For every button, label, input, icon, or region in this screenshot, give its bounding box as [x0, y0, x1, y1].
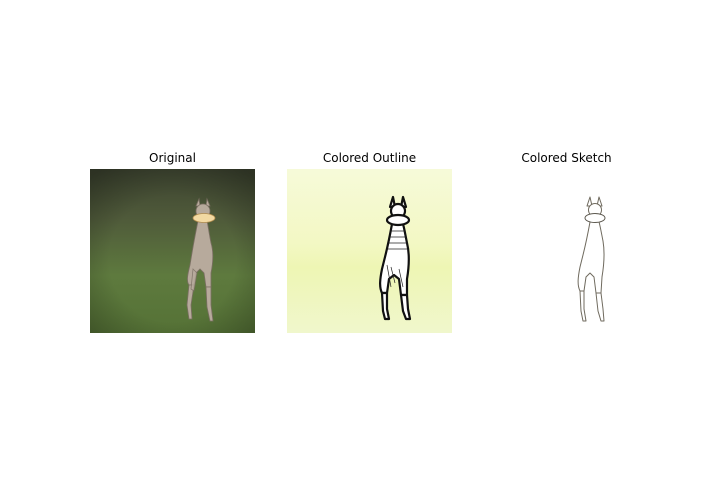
panel-title-original: Original — [149, 151, 196, 165]
panel-title-colored-sketch: Colored Sketch — [521, 151, 612, 165]
colored-outline-image — [287, 169, 452, 333]
panel-title-colored-outline: Colored Outline — [322, 151, 417, 165]
outline-frisbee — [385, 213, 411, 227]
frisbee-shape — [192, 213, 216, 223]
outline-hatching — [386, 230, 407, 288]
sketch-frisbee — [584, 213, 606, 223]
colored-sketch-image — [484, 169, 649, 333]
original-photo — [90, 169, 255, 333]
